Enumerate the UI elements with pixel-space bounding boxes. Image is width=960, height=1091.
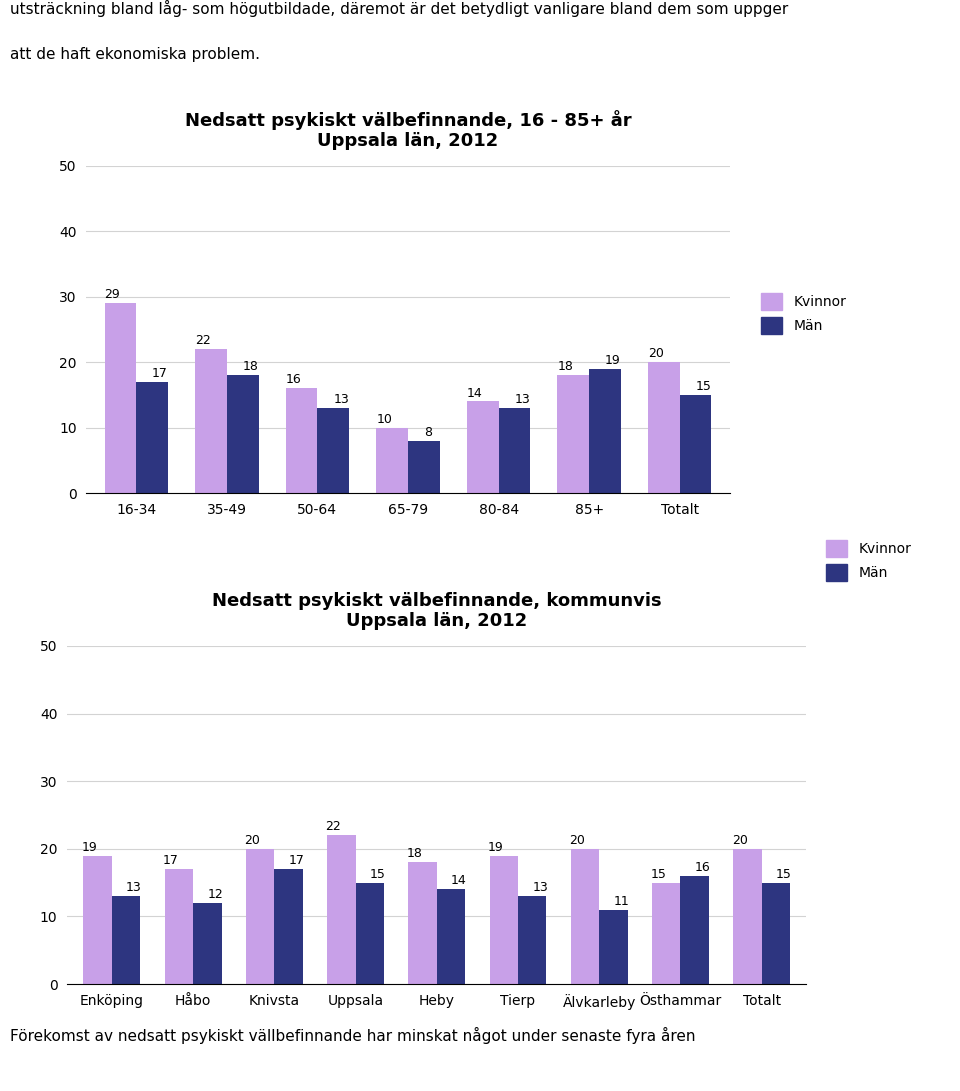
Text: 13: 13: [515, 393, 530, 406]
Text: 13: 13: [333, 393, 349, 406]
Text: 19: 19: [605, 353, 621, 367]
Bar: [376, 428, 408, 493]
Text: 19: 19: [488, 840, 504, 853]
Text: 22: 22: [195, 334, 211, 347]
Bar: [105, 303, 136, 493]
Bar: [408, 862, 437, 984]
Bar: [193, 903, 222, 984]
Text: 15: 15: [370, 867, 386, 880]
Bar: [680, 395, 711, 493]
Text: 8: 8: [424, 425, 432, 439]
Bar: [648, 362, 680, 493]
Text: 20: 20: [732, 834, 748, 847]
Bar: [437, 889, 466, 984]
Bar: [165, 870, 193, 984]
Text: 18: 18: [407, 848, 422, 861]
Text: 17: 17: [163, 854, 179, 867]
Bar: [84, 855, 112, 984]
Text: 17: 17: [289, 854, 304, 867]
Text: 14: 14: [451, 874, 467, 887]
Bar: [498, 408, 530, 493]
Bar: [355, 883, 384, 984]
Bar: [318, 408, 349, 493]
Bar: [112, 896, 140, 984]
Legend: Kvinnor, Män: Kvinnor, Män: [756, 287, 852, 339]
Text: utsträckning bland låg- som högutbildade, däremot är det betydligt vanligare bla: utsträckning bland låg- som högutbildade…: [10, 0, 788, 17]
Text: 10: 10: [376, 412, 392, 425]
Bar: [490, 855, 518, 984]
Text: 19: 19: [82, 840, 98, 853]
Text: Förekomst av nedsatt psykiskt vällbefinnande har minskat något under senaste fyr: Förekomst av nedsatt psykiskt vällbefinn…: [10, 1027, 695, 1044]
Bar: [467, 401, 498, 493]
Text: 13: 13: [126, 882, 142, 895]
Text: 17: 17: [152, 367, 168, 380]
Bar: [286, 388, 318, 493]
Text: 11: 11: [613, 895, 629, 908]
Bar: [408, 441, 440, 493]
Title: Nedsatt psykiskt välbefinnande, kommunvis
Uppsala län, 2012: Nedsatt psykiskt välbefinnande, kommunvi…: [212, 591, 661, 631]
Bar: [136, 382, 168, 493]
Text: 20: 20: [648, 347, 664, 360]
Bar: [681, 876, 708, 984]
Bar: [761, 883, 790, 984]
Text: 15: 15: [776, 867, 792, 880]
Title: Nedsatt psykiskt välbefinnande, 16 - 85+ år
Uppsala län, 2012: Nedsatt psykiskt välbefinnande, 16 - 85+…: [184, 109, 632, 151]
Text: 12: 12: [207, 888, 223, 901]
Bar: [327, 836, 355, 984]
Bar: [558, 375, 589, 493]
Bar: [589, 369, 621, 493]
Text: 15: 15: [651, 867, 666, 880]
Text: 14: 14: [467, 386, 483, 399]
Text: 15: 15: [696, 380, 711, 393]
Text: 18: 18: [243, 360, 258, 373]
Bar: [571, 849, 599, 984]
Text: 13: 13: [532, 882, 548, 895]
Text: 16: 16: [286, 373, 301, 386]
Bar: [195, 349, 227, 493]
Text: 16: 16: [695, 861, 710, 874]
Bar: [518, 896, 546, 984]
Text: att de haft ekonomiska problem.: att de haft ekonomiska problem.: [10, 47, 259, 62]
Text: 18: 18: [558, 360, 573, 373]
Bar: [652, 883, 681, 984]
Text: 20: 20: [569, 834, 585, 847]
Bar: [275, 870, 302, 984]
Bar: [599, 910, 628, 984]
Text: 22: 22: [325, 820, 342, 834]
Text: 20: 20: [244, 834, 260, 847]
Text: 29: 29: [105, 288, 120, 301]
Legend: Kvinnor, Män: Kvinnor, Män: [821, 535, 917, 586]
Bar: [227, 375, 258, 493]
Bar: [246, 849, 275, 984]
Bar: [733, 849, 761, 984]
